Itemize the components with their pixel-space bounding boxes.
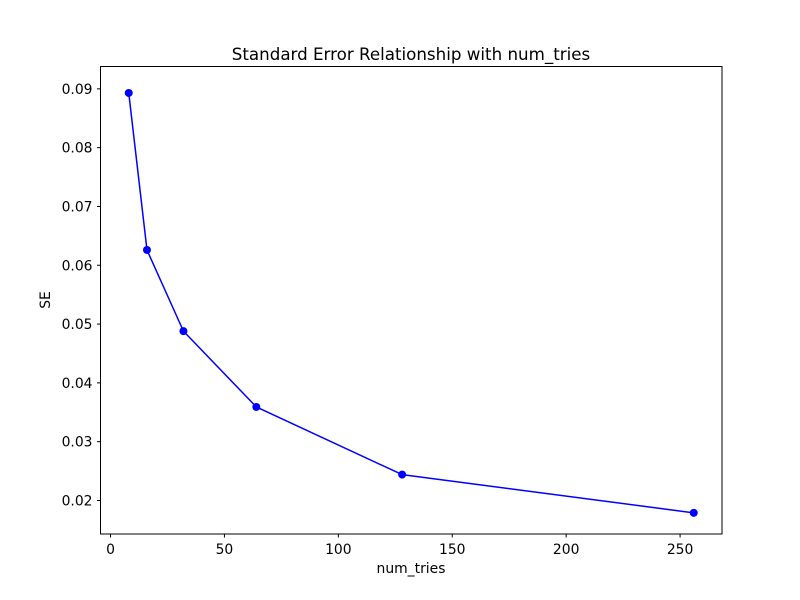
data-point <box>142 245 151 254</box>
x-axis-label: num_tries <box>376 561 446 577</box>
y-tick-label: 0.03 <box>62 435 93 451</box>
data-point <box>252 402 261 411</box>
y-tick-label: 0.08 <box>62 141 93 157</box>
chart-title: Standard Error Relationship with num_tri… <box>231 44 591 64</box>
x-tick-label: 50 <box>216 542 234 558</box>
y-tick-label: 0.06 <box>62 258 93 274</box>
y-tick-label: 0.05 <box>62 317 93 333</box>
plot-border <box>100 66 723 535</box>
y-tick-label: 0.02 <box>62 493 93 509</box>
x-tick-label: 0 <box>106 542 115 558</box>
y-axis-label: SE <box>38 291 54 309</box>
x-tick-label: 150 <box>439 542 466 558</box>
data-point <box>689 508 698 517</box>
y-tick-label: 0.04 <box>62 376 93 392</box>
data-point <box>124 88 133 97</box>
y-tick-label: 0.09 <box>62 82 93 98</box>
x-tick-label: 250 <box>667 542 694 558</box>
y-tick-label: 0.07 <box>62 199 93 215</box>
data-point <box>398 470 407 479</box>
x-tick-label: 100 <box>325 542 352 558</box>
x-tick-label: 200 <box>553 542 580 558</box>
data-line <box>128 92 695 514</box>
data-point <box>179 327 188 336</box>
